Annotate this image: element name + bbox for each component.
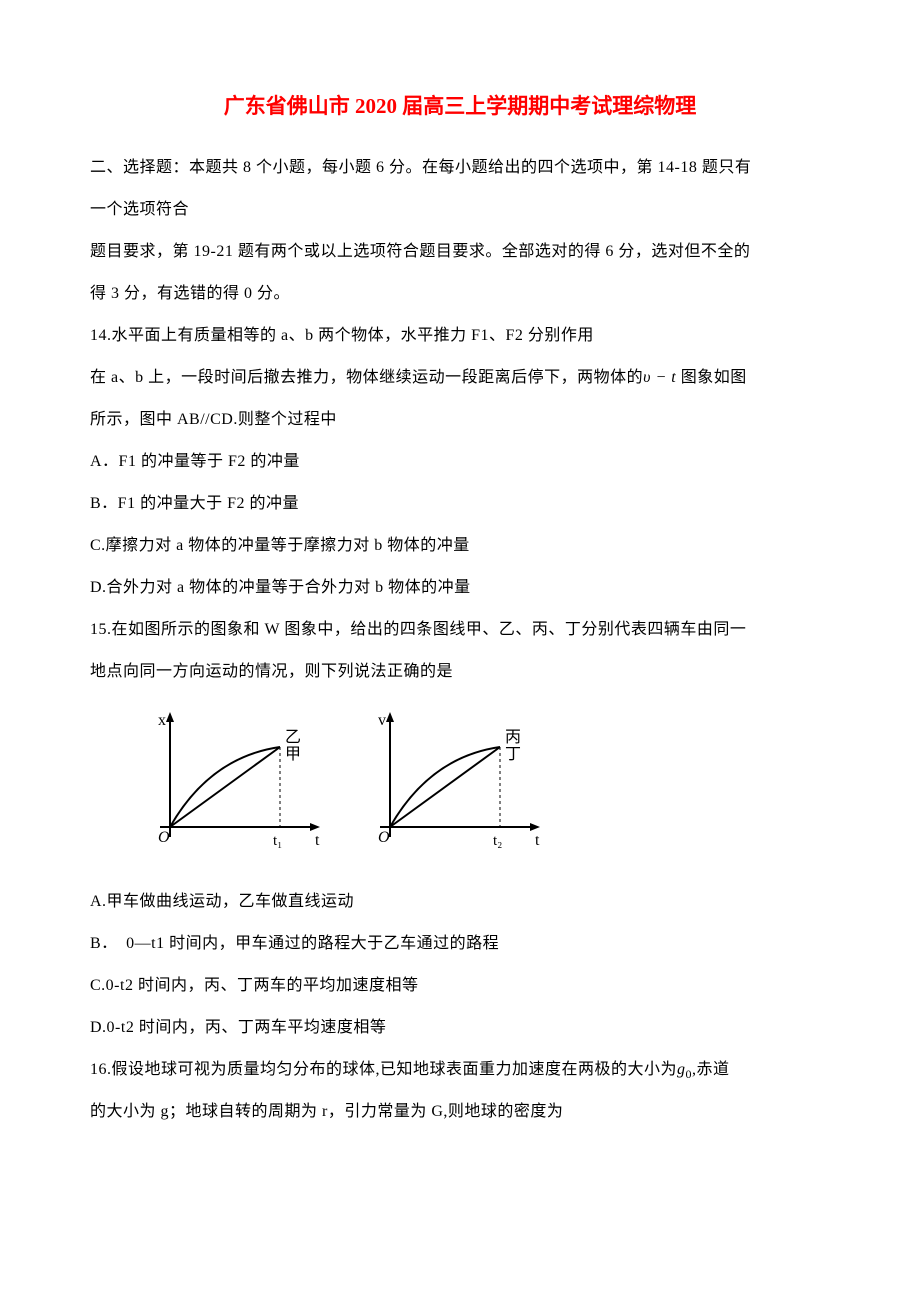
graph2-xlabel: t: [535, 832, 540, 849]
q14-line-1: 14.水平面上有质量相等的 a、b 两个物体，水平推力 F1、F2 分别作用: [90, 316, 830, 356]
intro-line-4: 得 3 分，有选错的得 0 分。: [90, 274, 830, 314]
graph1-label-1: 乙: [285, 729, 301, 746]
graph2-ylabel: v: [378, 712, 386, 729]
graph2-label-2: 丁: [505, 746, 521, 763]
intro-line-1: 二、选择题：本题共 8 个小题，每小题 6 分。在每小题给出的四个选项中，第 1…: [90, 148, 830, 188]
q15-line-2: 地点向同一方向运动的情况，则下列说法正确的是: [90, 652, 830, 692]
q16-line-1: 16.假设地球可视为质量均匀分布的球体,已知地球表面重力加速度在两极的大小为g0…: [90, 1050, 830, 1090]
q15-line-1: 15.在如图所示的图象和 W 图象中，给出的四条图线甲、乙、丙、丁分别代表四辆车…: [90, 610, 830, 650]
q14-option-c: C.摩擦力对 a 物体的冲量等于摩擦力对 b 物体的冲量: [90, 526, 830, 566]
q14-option-b: B．F1 的冲量大于 F2 的冲量: [90, 484, 830, 524]
q16-line-2: 的大小为 g；地球自转的周期为 r，引力常量为 G,则地球的密度为: [90, 1092, 830, 1132]
graph2-origin: O: [378, 829, 390, 846]
q16-line-1-post: ,赤道: [692, 1061, 730, 1078]
page-title: 广东省佛山市 2020 届高三上学期期中考试理综物理: [90, 90, 830, 120]
q14-option-d: D.合外力对 a 物体的冲量等于合外力对 b 物体的冲量: [90, 568, 830, 608]
q15-option-a: A.甲车做曲线运动，乙车做直线运动: [90, 882, 830, 922]
graph-1: x t O t₁ 乙 甲: [140, 707, 330, 857]
graph-2: v t O t₂ 丙 丁: [360, 707, 550, 857]
intro-line-3: 题目要求，第 19-21 题有两个或以上选项符合题目要求。全部选对的得 6 分，…: [90, 232, 830, 272]
graph1-xlabel: t: [315, 832, 320, 849]
q15-option-d: D.0-t2 时间内，丙、丁两车平均速度相等: [90, 1008, 830, 1048]
q15-option-b: B． 0—t1 时间内，甲车通过的路程大于乙车通过的路程: [90, 924, 830, 964]
q16-variable-g: g: [677, 1061, 686, 1078]
q14-line-2: 在 a、b 上，一段时间后撤去推力，物体继续运动一段距离后停下，两物体的υ − …: [90, 358, 830, 398]
graphs-container: x t O t₁ 乙 甲 v t O t₂ 丙 丁: [140, 707, 830, 857]
graph2-xtick: t₂: [493, 833, 502, 849]
graph1-label-2: 甲: [285, 746, 301, 763]
q14-variable: υ − t: [643, 369, 676, 386]
q14-line-3: 所示，图中 AB//CD.则整个过程中: [90, 400, 830, 440]
q15-option-c: C.0-t2 时间内，丙、丁两车的平均加速度相等: [90, 966, 830, 1006]
q14-line-2-pre: 在 a、b 上，一段时间后撤去推力，物体继续运动一段距离后停下，两物体的: [90, 369, 643, 386]
q16-line-1-pre: 16.假设地球可视为质量均匀分布的球体,已知地球表面重力加速度在两极的大小为: [90, 1061, 677, 1078]
graph1-ylabel: x: [158, 712, 166, 729]
graph1-xtick: t₁: [273, 833, 282, 849]
q14-line-2-post: 图象如图: [676, 369, 747, 386]
q14-option-a: A．F1 的冲量等于 F2 的冲量: [90, 442, 830, 482]
intro-line-2: 一个选项符合: [90, 190, 830, 230]
graph1-origin: O: [158, 829, 170, 846]
graph2-label-1: 丙: [505, 729, 521, 746]
